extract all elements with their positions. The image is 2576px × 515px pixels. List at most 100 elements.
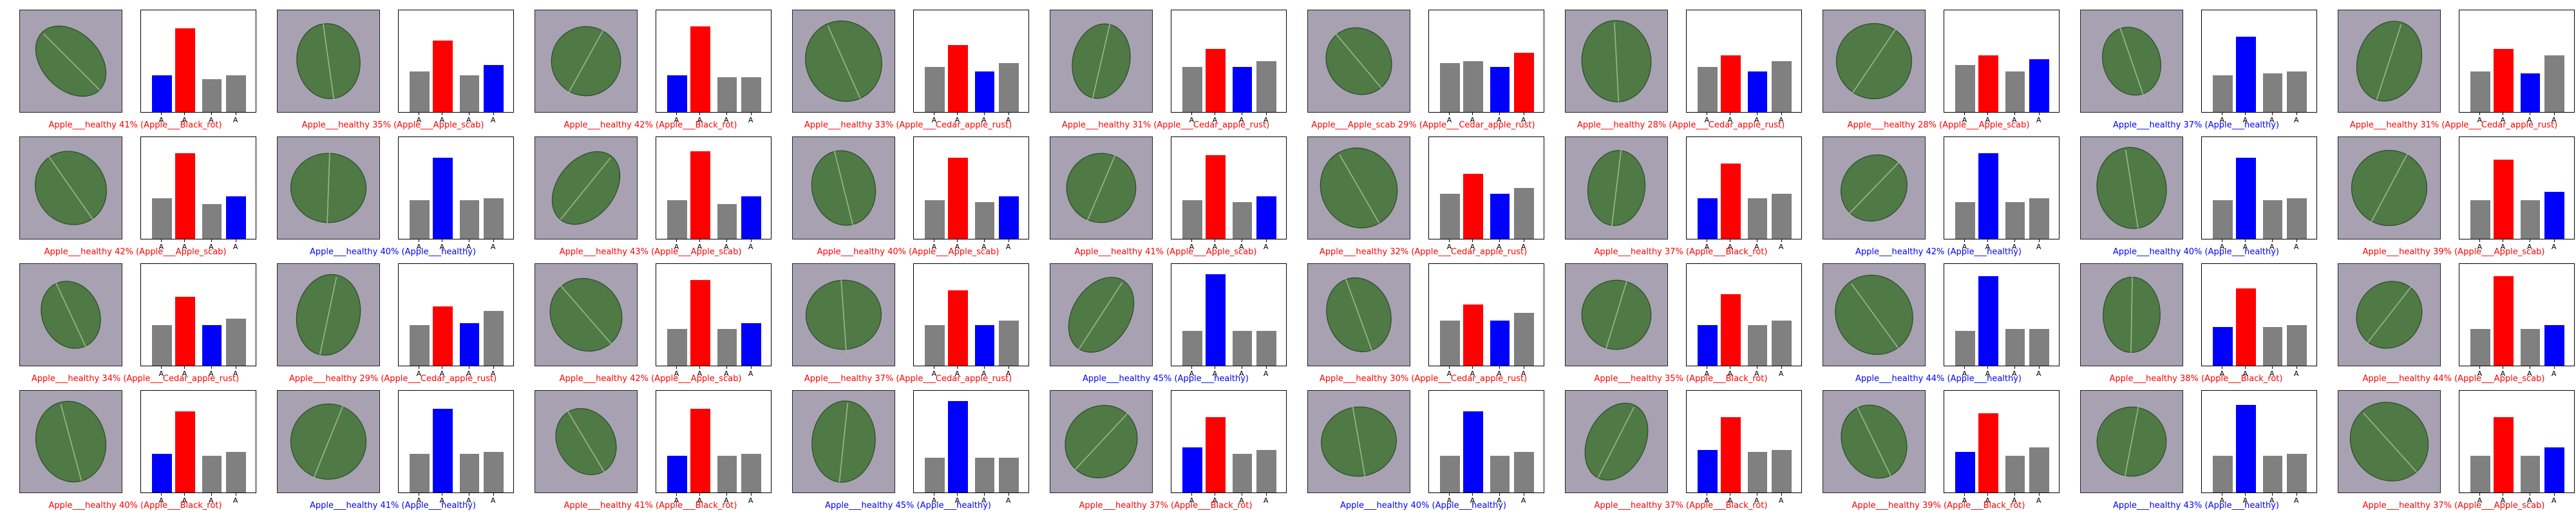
probability-bar [2470,456,2490,492]
probability-bar [410,453,430,492]
x-tick [1472,113,1473,115]
x-tick-label: A [2527,116,2532,124]
x-tick-label: A [1520,116,1526,124]
x-tick-label: A [209,370,214,378]
x-tick [211,366,212,369]
probability-bar-panel [913,10,1029,113]
x-tick-label: A [674,116,679,124]
leaf-image [2338,390,2441,493]
x-tick [726,113,727,115]
x-tick [184,493,185,496]
prediction-caption: Apple___healthy 45% (Apple___healthy) [1082,374,1249,384]
x-tick [1987,113,1989,115]
x-tick-label: A [1727,370,1733,378]
probability-bar [175,153,195,239]
probability-bar-panel [656,390,772,493]
x-tick-label: A [981,243,987,251]
leaf-image [2338,263,2441,366]
probability-bar-panel [1171,10,1287,113]
probability-bar [433,157,453,239]
leaf-image [2080,10,2183,113]
probability-bar-panel [140,390,256,493]
x-tick-label: A [724,496,729,505]
probability-bar [690,280,710,366]
leaf-image [19,136,122,239]
x-tick-label: A [182,243,187,251]
probability-bar [948,290,968,366]
leaf-image [2338,10,2441,113]
x-tick [1472,239,1473,242]
probability-bar [2262,326,2283,366]
x-tick-label: A [748,496,753,505]
x-tick-label: A [416,370,422,378]
x-tick-label: A [1189,116,1195,124]
x-tick [1191,493,1193,496]
probability-bar [2029,447,2049,492]
probability-bar [2494,276,2514,366]
leaf-image [792,10,895,113]
x-tick-label: A [2500,370,2506,378]
x-tick-label: A [1727,496,1733,505]
probability-bar-panel [2201,136,2317,239]
probability-bar [2005,202,2025,239]
probability-bar [974,324,995,366]
probability-bar [2213,326,2233,366]
x-tick [2271,493,2273,496]
probability-bar-panel [2459,263,2575,366]
x-tick [161,493,162,496]
x-tick-label: A [1497,370,1502,378]
x-tick-label: A [209,116,214,124]
x-tick [211,113,212,115]
prediction-caption: Apple___healthy 28% (Apple___Cedar_apple… [1577,120,1785,130]
probability-bar [2544,447,2564,492]
probability-bar [1698,449,1718,492]
prediction-caption: Apple___healthy 37% (Apple___Black_rot) [1079,501,1253,510]
probability-bar [999,196,1019,239]
probability-bar [2520,200,2541,239]
probability-bar [484,310,504,366]
x-tick-label: A [931,370,937,378]
x-tick-label: A [1520,243,1526,251]
probability-bar [741,196,761,239]
x-tick [957,113,958,115]
prediction-caption: Apple___healthy 42% (Apple___Apple_scab) [559,374,742,384]
x-tick-label: A [2219,370,2225,378]
probability-bar [2005,71,2025,112]
leaf-image [1050,390,1153,493]
x-tick-label: A [1962,370,1967,378]
x-tick [2479,366,2481,369]
prediction-caption: Apple___healthy 35% (Apple___Apple_scab) [301,120,484,130]
probability-bar-panel [1944,263,2060,366]
probability-bar [2470,329,2490,366]
probability-bar-panel [1428,10,1544,113]
probability-bar [1721,55,1741,112]
x-tick-label: A [1263,243,1269,251]
x-tick-label: A [1239,370,1244,378]
x-tick-label: A [697,370,703,378]
x-tick-label: A [158,243,164,251]
x-tick-label: A [1962,496,1967,505]
probability-bar [152,75,172,112]
probability-bar [202,79,222,112]
x-tick-label: A [1778,370,1784,378]
x-tick-label: A [2293,370,2299,378]
x-tick-label: A [1962,243,1967,251]
x-tick [1265,493,1267,496]
x-tick-label: A [748,116,753,124]
prediction-caption: Apple___healthy 31% (Apple___Cedar_apple… [1061,120,1270,130]
x-tick-label: A [1778,243,1784,251]
probability-bar [1463,173,1483,239]
leaf-image [1823,390,1926,493]
x-tick-label: A [1704,370,1710,378]
probability-bar-panel [1171,263,1287,366]
probability-bar [2544,55,2564,112]
x-tick-label: A [2527,496,2532,505]
probability-bar [2262,200,2283,239]
prediction-caption: Apple___healthy 34% (Apple___Cedar_apple… [31,374,240,384]
x-tick [184,239,185,242]
x-tick-label: A [2012,243,2017,251]
x-tick [983,366,985,369]
probability-bar [948,157,968,239]
probability-bar [202,456,222,492]
x-tick [1781,493,1782,496]
